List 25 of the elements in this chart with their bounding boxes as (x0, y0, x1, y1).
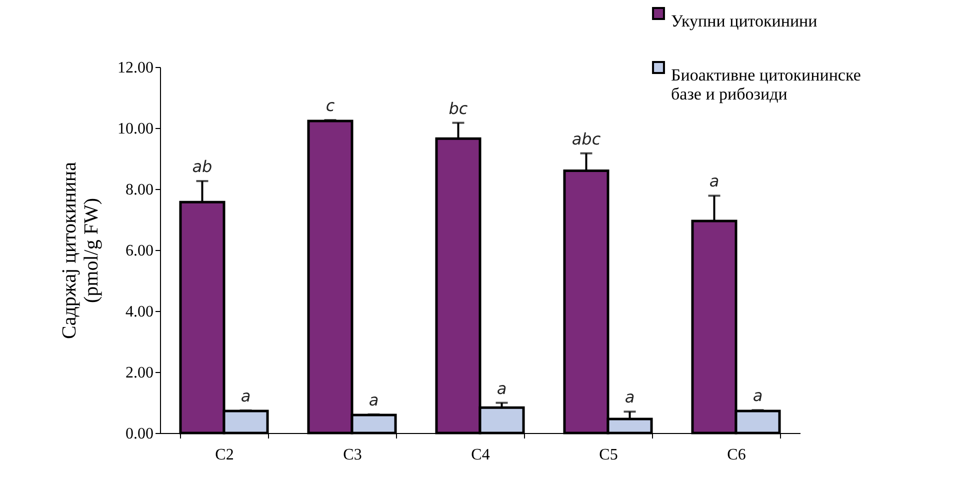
y-tick-label: 4.00 (126, 304, 154, 320)
data-label: a (752, 386, 763, 406)
y-tick-label: 0.00 (126, 426, 154, 442)
x-tick-label: C6 (727, 446, 746, 464)
legend-label: Укупни цитокинини (671, 12, 818, 30)
data-label: a (240, 386, 251, 406)
data-label: abc (572, 129, 601, 148)
x-tick-label: C2 (215, 446, 234, 464)
data-label: a (624, 388, 635, 407)
data-label: a (368, 390, 379, 410)
data-label: c (326, 96, 335, 116)
y-tick-label: 6.00 (126, 242, 154, 260)
x-tick-label: C4 (471, 446, 490, 464)
y-tick-label: 8.00 (126, 182, 154, 198)
data-label: a (496, 378, 507, 398)
data-label: a (709, 172, 720, 191)
x-tick-label: C5 (599, 446, 618, 464)
data-label: ab (192, 157, 212, 176)
y-axis-title: Садржај цитокинина (pmol/g FW) (58, 162, 102, 339)
y-tick-label: 12.00 (118, 60, 154, 76)
x-tick-label: C3 (343, 446, 362, 464)
data-label: bc (448, 98, 468, 118)
y-tick-label: 10.00 (118, 120, 154, 138)
y-tick-label: 2.00 (126, 364, 154, 382)
legend-label: Биоактивне цитокининске базе и рибозиди (671, 66, 861, 104)
